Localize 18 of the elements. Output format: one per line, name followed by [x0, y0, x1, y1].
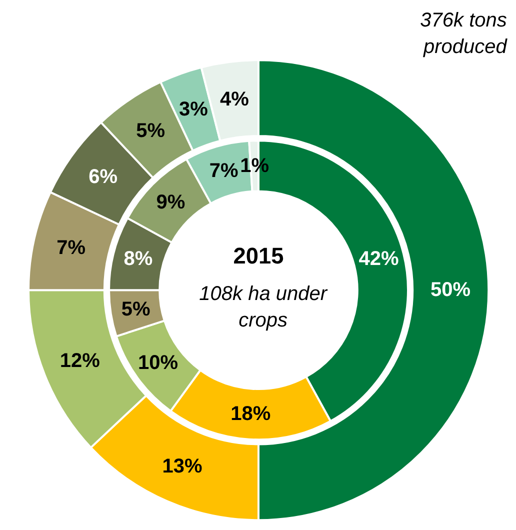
data-label: 3% [178, 98, 208, 120]
data-label: 50% [430, 279, 471, 302]
data-label: 6% [88, 166, 118, 188]
data-label: 7% [56, 237, 86, 260]
data-label: 7% [209, 160, 239, 182]
data-label: 5% [136, 120, 166, 142]
text: 2015 [233, 242, 284, 269]
data-label: 42% [358, 248, 400, 270]
data-label: 10% [138, 352, 178, 374]
data-label: 12% [60, 350, 100, 372]
data-label: 13% [162, 455, 202, 478]
data-label: 5% [121, 298, 150, 321]
text: 376k tons produced [420, 9, 508, 58]
data-label: 18% [230, 403, 271, 426]
data-label: 9% [156, 191, 186, 214]
text: 108k ha under crops [199, 283, 328, 332]
data-label: 4% [220, 88, 250, 111]
data-label: 8% [124, 248, 153, 270]
